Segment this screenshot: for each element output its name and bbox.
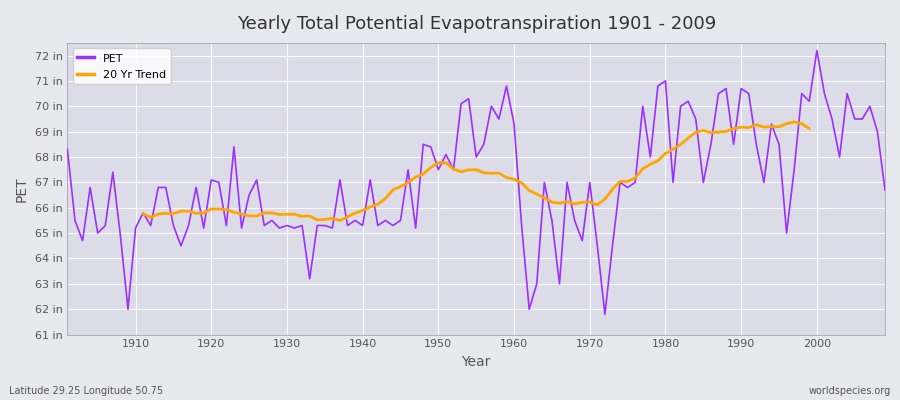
X-axis label: Year: Year [462, 355, 490, 369]
PET [599, 312, 610, 317]
Title: Yearly Total Potential Evapotranspiration 1901 - 2009: Yearly Total Potential Evapotranspiratio… [237, 15, 716, 33]
20 Yr Trend [402, 180, 413, 185]
PET [335, 178, 346, 182]
20 Yr Trend [804, 126, 814, 131]
PET [508, 122, 519, 126]
20 Yr Trend [486, 171, 497, 176]
20 Yr Trend [788, 120, 799, 124]
Legend: PET, 20 Yr Trend: PET, 20 Yr Trend [73, 48, 170, 84]
20 Yr Trend [736, 125, 747, 130]
Text: worldspecies.org: worldspecies.org [809, 386, 891, 396]
20 Yr Trend [206, 207, 217, 212]
PET [62, 147, 73, 152]
20 Yr Trend [138, 211, 148, 216]
PET [879, 188, 890, 192]
PET [122, 307, 133, 312]
Line: PET: PET [68, 50, 885, 314]
Text: Latitude 29.25 Longitude 50.75: Latitude 29.25 Longitude 50.75 [9, 386, 163, 396]
PET [289, 226, 300, 230]
PET [608, 244, 618, 248]
20 Yr Trend [274, 212, 284, 217]
Line: 20 Yr Trend: 20 Yr Trend [143, 122, 809, 220]
PET [812, 48, 823, 53]
20 Yr Trend [221, 207, 232, 212]
20 Yr Trend [335, 218, 346, 223]
Y-axis label: PET: PET [15, 176, 29, 202]
PET [501, 84, 512, 88]
